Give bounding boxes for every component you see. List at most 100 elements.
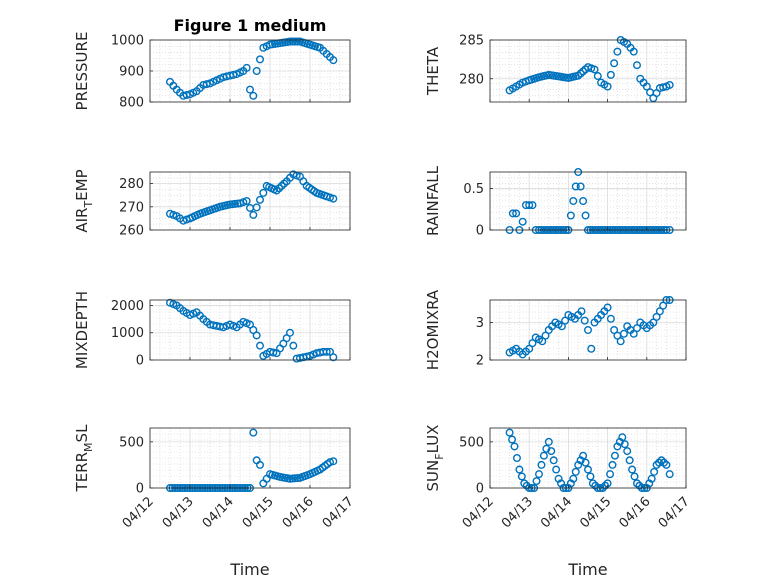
data-point — [326, 458, 335, 467]
figure-title: Figure 1 medium — [174, 16, 327, 35]
data-point — [525, 344, 534, 353]
data-point — [252, 331, 261, 340]
y-axis-label: TERRMSL — [73, 424, 95, 493]
data-point — [242, 63, 251, 72]
y-axis-label: RAINFALL — [424, 165, 442, 236]
data-point — [633, 479, 642, 488]
data-point — [520, 479, 529, 488]
data-point — [535, 470, 544, 479]
y-axis-label: H2OMIXRA — [424, 289, 442, 370]
data-point — [256, 341, 265, 350]
y-tick-label: 3 — [476, 316, 484, 331]
y-tick-label: 0 — [136, 354, 144, 369]
data-point — [505, 428, 514, 437]
subplot-rainfall: 0 0.5 RAINFALL — [424, 165, 687, 239]
data-point — [547, 447, 556, 456]
data-point — [581, 458, 590, 467]
data-point — [584, 465, 593, 474]
data-point — [252, 66, 261, 75]
data-point — [515, 465, 524, 474]
y-tick-label: 0 — [476, 224, 484, 239]
data-point — [256, 55, 265, 64]
data-point — [286, 37, 295, 46]
data-point — [561, 316, 570, 325]
data-point — [633, 61, 642, 70]
data-point — [249, 428, 258, 437]
data-point — [510, 442, 519, 451]
data-point — [508, 209, 517, 218]
data-point — [652, 312, 661, 321]
y-tick-label: 280 — [119, 177, 144, 192]
data-point — [655, 458, 664, 467]
data-point — [557, 322, 566, 331]
data-point — [619, 329, 628, 338]
data-point — [256, 195, 265, 204]
data-point — [229, 70, 238, 79]
data-point — [625, 456, 634, 465]
data-point — [581, 211, 590, 220]
data-point — [613, 47, 622, 56]
data-point — [642, 82, 651, 91]
data-point — [569, 196, 578, 205]
data-point — [606, 70, 615, 79]
data-point — [182, 91, 191, 100]
data-point — [633, 324, 642, 333]
data-point — [202, 80, 211, 89]
y-tick-label: 285 — [459, 34, 484, 49]
data-point — [655, 307, 664, 316]
data-point — [329, 353, 338, 362]
data-point — [576, 182, 585, 191]
data-point — [580, 316, 589, 325]
data-point — [593, 72, 602, 81]
data-point — [245, 85, 254, 94]
data-point — [603, 82, 612, 91]
data-point — [629, 47, 638, 56]
y-tick-label: 0 — [136, 482, 144, 497]
data-point — [291, 37, 300, 46]
data-point — [252, 203, 261, 212]
data-point — [329, 194, 338, 203]
data-point — [629, 329, 638, 338]
subplot-h2omixra: 2 3 H2OMIXRA — [424, 289, 687, 370]
data-point — [286, 328, 295, 337]
data-point — [571, 182, 580, 191]
data-point — [662, 460, 671, 469]
data-point — [571, 467, 580, 476]
axes-box — [489, 39, 687, 103]
data-point — [259, 188, 268, 197]
data-point — [549, 456, 558, 465]
axes-box — [149, 299, 351, 361]
data-point — [552, 465, 561, 474]
data-point — [544, 437, 553, 446]
data-point — [528, 339, 537, 348]
data-point — [256, 460, 265, 469]
data-point — [603, 303, 612, 312]
data-point — [249, 91, 258, 100]
y-tick-label: 270 — [119, 200, 144, 215]
data-point — [665, 80, 674, 89]
data-point — [532, 477, 541, 486]
y-tick-label: 500 — [119, 435, 144, 450]
data-point — [618, 433, 627, 442]
data-point — [620, 440, 629, 449]
data-point — [538, 337, 547, 346]
data-point — [628, 465, 637, 474]
data-point — [616, 337, 625, 346]
data-point — [525, 201, 534, 210]
y-tick-label: 280 — [459, 72, 484, 87]
axes-box — [489, 299, 687, 361]
y-axis-label: SUNFLUX — [424, 425, 446, 492]
data-point — [322, 347, 331, 356]
data-point — [579, 196, 588, 205]
data-point — [650, 467, 659, 476]
data-point — [508, 435, 517, 444]
y-tick-label: 260 — [119, 224, 144, 239]
data-point — [610, 59, 619, 68]
data-point — [587, 344, 596, 353]
data-point — [647, 474, 656, 483]
y-tick-label: 2000 — [111, 299, 144, 314]
data-point — [512, 454, 521, 463]
subplot-mixdepth: 0 1000 2000 MIXDEPTH — [73, 291, 351, 369]
data-point — [630, 472, 639, 481]
